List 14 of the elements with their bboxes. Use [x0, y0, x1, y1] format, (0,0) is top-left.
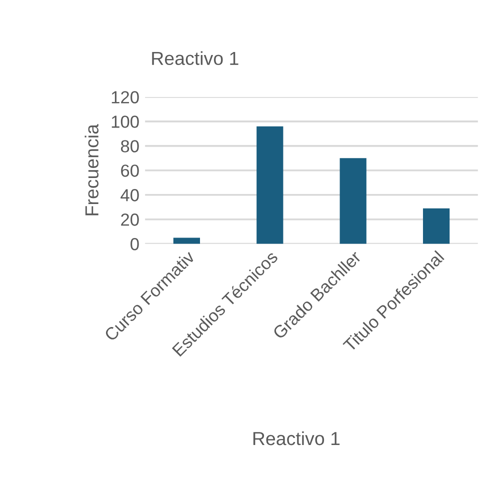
bar — [173, 238, 200, 244]
x-axis-title: Reactivo 1 — [253, 431, 340, 446]
y-tick-label: 100 — [112, 116, 139, 128]
y-tick-label: 120 — [112, 91, 139, 104]
y-axis-title: Frecuencia — [84, 124, 99, 216]
y-tick-label: 80 — [120, 140, 139, 152]
y-tick-label: 20 — [121, 214, 139, 226]
y-tick-label: 40 — [120, 189, 139, 202]
chart-title: Reactivo 1 — [152, 51, 238, 66]
y-tick-label: 0 — [130, 238, 139, 250]
y-tick-label: 60 — [121, 164, 139, 177]
bar — [422, 208, 450, 244]
bar — [340, 158, 366, 244]
bar — [256, 126, 284, 244]
